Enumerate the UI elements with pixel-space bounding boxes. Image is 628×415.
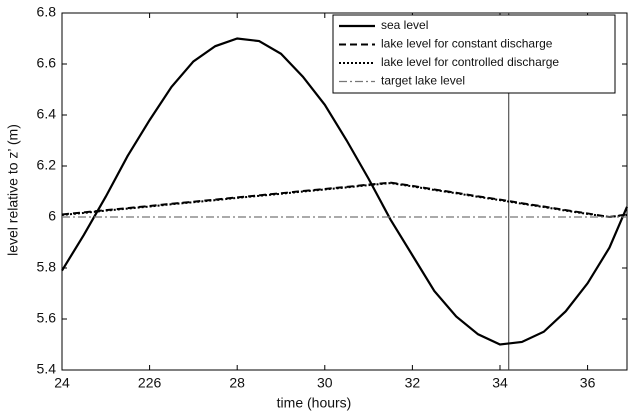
y-tick-label: 6 bbox=[48, 208, 56, 224]
x-tick-label: 24 bbox=[54, 375, 70, 391]
y-tick-label: 6.4 bbox=[37, 106, 57, 122]
y-tick-label: 5.6 bbox=[37, 310, 57, 326]
legend-label: sea level bbox=[381, 18, 428, 32]
y-tick-label: 6.6 bbox=[37, 55, 57, 71]
y-tick-label: 5.8 bbox=[37, 259, 57, 275]
x-tick-label: 30 bbox=[317, 375, 333, 391]
plot-area bbox=[61, 12, 628, 371]
legend-label: target lake level bbox=[381, 74, 465, 88]
series-line bbox=[61, 181, 628, 219]
x-tick-label: 32 bbox=[405, 375, 421, 391]
series-line bbox=[61, 182, 628, 219]
x-tick-label: 36 bbox=[580, 375, 596, 391]
y-tick-label: 6.8 bbox=[37, 4, 57, 20]
x-axis-label: time (hours) bbox=[277, 395, 352, 411]
legend-label: lake level for constant discharge bbox=[381, 37, 553, 51]
x-tick-label: 28 bbox=[229, 375, 245, 391]
x-tick-label: 226 bbox=[138, 375, 162, 391]
legend-label: lake level for controlled discharge bbox=[381, 55, 559, 69]
series-line bbox=[61, 37, 628, 346]
legend: sea level lake level for constant dischar… bbox=[332, 14, 616, 94]
y-tick-label: 5.4 bbox=[37, 361, 57, 377]
y-axis-label: level relative to z’ (m) bbox=[5, 124, 21, 256]
y-tick-label: 6.2 bbox=[37, 157, 57, 173]
x-tick-label: 34 bbox=[492, 375, 508, 391]
legend-box bbox=[332, 14, 616, 94]
